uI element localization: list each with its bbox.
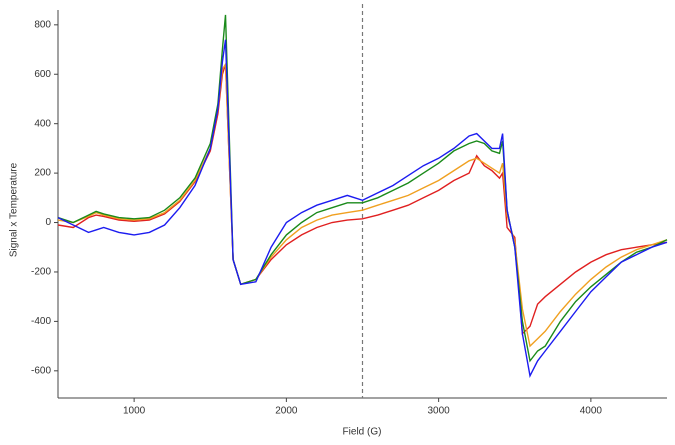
series-line bbox=[57, 39, 668, 378]
y-tick-label: 0 bbox=[45, 217, 51, 228]
y-axis-label: Signal x Temperature bbox=[9, 162, 20, 257]
y-tick-label: 600 bbox=[34, 69, 51, 80]
x-tick-label: 2000 bbox=[275, 406, 298, 417]
x-tick-label: 4000 bbox=[580, 406, 603, 417]
y-tick-label: -600 bbox=[31, 365, 51, 376]
y-tick-label: 200 bbox=[34, 168, 51, 179]
series-line bbox=[57, 14, 668, 363]
series-line bbox=[57, 62, 668, 348]
x-tick-label: 3000 bbox=[428, 406, 451, 417]
y-tick-label: -400 bbox=[31, 316, 51, 327]
series-line bbox=[57, 64, 668, 336]
y-tick-label: -200 bbox=[31, 267, 51, 278]
y-tick-label: 400 bbox=[34, 118, 51, 129]
y-tick-label: 800 bbox=[34, 19, 51, 30]
x-axis-label: Field (G) bbox=[343, 427, 382, 438]
x-tick-label: 1000 bbox=[123, 406, 146, 417]
